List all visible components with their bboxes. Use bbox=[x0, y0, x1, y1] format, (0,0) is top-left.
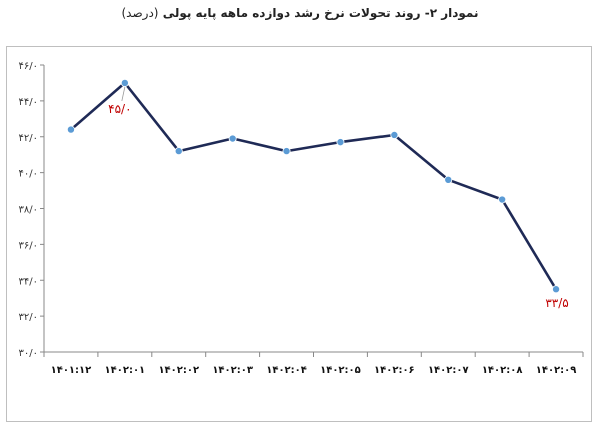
x-tick-label: ۱۴۰۲:۰۳ bbox=[212, 365, 253, 376]
x-tick-label: ۱۴۰۲:۰۵ bbox=[320, 365, 361, 376]
y-tick-label: ۴۶/۰ bbox=[19, 61, 38, 72]
data-label-leader bbox=[121, 86, 126, 102]
series-line bbox=[70, 81, 558, 290]
y-tick-label: ۳۸/۰ bbox=[19, 205, 38, 216]
x-tick-label: ۱۴۰۲:۰۱ bbox=[105, 365, 146, 376]
data-point bbox=[66, 125, 75, 134]
data-label: ۴۵/۰ bbox=[108, 102, 131, 116]
x-tick-label: ۱۴۰۲:۰۴ bbox=[266, 365, 307, 376]
x-tick-label: ۱۴۰۲:۰۶ bbox=[374, 365, 415, 376]
data-point bbox=[282, 147, 291, 156]
data-point bbox=[498, 195, 507, 204]
plot-area: ۴۵/۰ ۳۳/۵ bbox=[66, 78, 569, 310]
data-point bbox=[552, 285, 561, 294]
x-tick-label: ۱۴۰۲:۰۹ bbox=[536, 365, 577, 376]
x-tick-label: ۱۴۰۲:۰۸ bbox=[482, 365, 523, 376]
y-tick-label: ۳۶/۰ bbox=[19, 240, 38, 251]
chart-title: نمودار ۲- روند تحولات نرخ رشد دوازده ماه… bbox=[0, 6, 600, 20]
data-point bbox=[228, 134, 237, 143]
data-point bbox=[174, 147, 183, 156]
y-tick-label: ۳۰/۰ bbox=[19, 348, 38, 359]
y-tick-label: ۴۴/۰ bbox=[19, 97, 38, 108]
data-point bbox=[120, 78, 129, 87]
y-axis: ۳۰/۰ ۳۲/۰ ۳۴/۰ ۳۶/۰ ۳۸/۰ ۴۰/۰ ۴۲/۰ ۴۴/۰ ۴۶/۰ bbox=[19, 61, 45, 359]
x-tick-label: ۱۴۰۱:۱۲ bbox=[51, 365, 92, 376]
y-tick-label: ۳۲/۰ bbox=[19, 312, 38, 323]
y-tick-label: ۴۰/۰ bbox=[19, 169, 38, 180]
data-point bbox=[336, 138, 345, 147]
y-tick-label: ۳۴/۰ bbox=[19, 276, 38, 287]
data-point bbox=[444, 175, 453, 184]
data-label: ۳۳/۵ bbox=[545, 296, 568, 310]
data-point bbox=[390, 130, 399, 139]
chart-frame: ۳۰/۰ ۳۲/۰ ۳۴/۰ ۳۶/۰ ۳۸/۰ ۴۰/۰ ۴۲/۰ ۴۴/۰ ۴۶/۰ ۱۴۰… bbox=[6, 46, 592, 422]
chart-title-text: نمودار ۲- روند تحولات نرخ رشد دوازده ماه… bbox=[162, 6, 479, 20]
x-tick-label: ۱۴۰۲:۰۷ bbox=[428, 365, 469, 376]
chart-subtitle: (درصد) bbox=[121, 6, 159, 20]
y-tick-label: ۴۲/۰ bbox=[19, 133, 38, 144]
line-chart: ۳۰/۰ ۳۲/۰ ۳۴/۰ ۳۶/۰ ۳۸/۰ ۴۰/۰ ۴۲/۰ ۴۴/۰ ۴۶/۰ ۱۴۰… bbox=[19, 61, 584, 376]
x-axis: ۱۴۰۱:۱۲ ۱۴۰۲:۰۱ ۱۴۰۲:۰۲ ۱۴۰۲:۰۳ ۱۴۰۲:۰۴ ۱۴۰۲:… bbox=[43, 351, 584, 376]
x-tick-label: ۱۴۰۲:۰۲ bbox=[158, 365, 199, 376]
